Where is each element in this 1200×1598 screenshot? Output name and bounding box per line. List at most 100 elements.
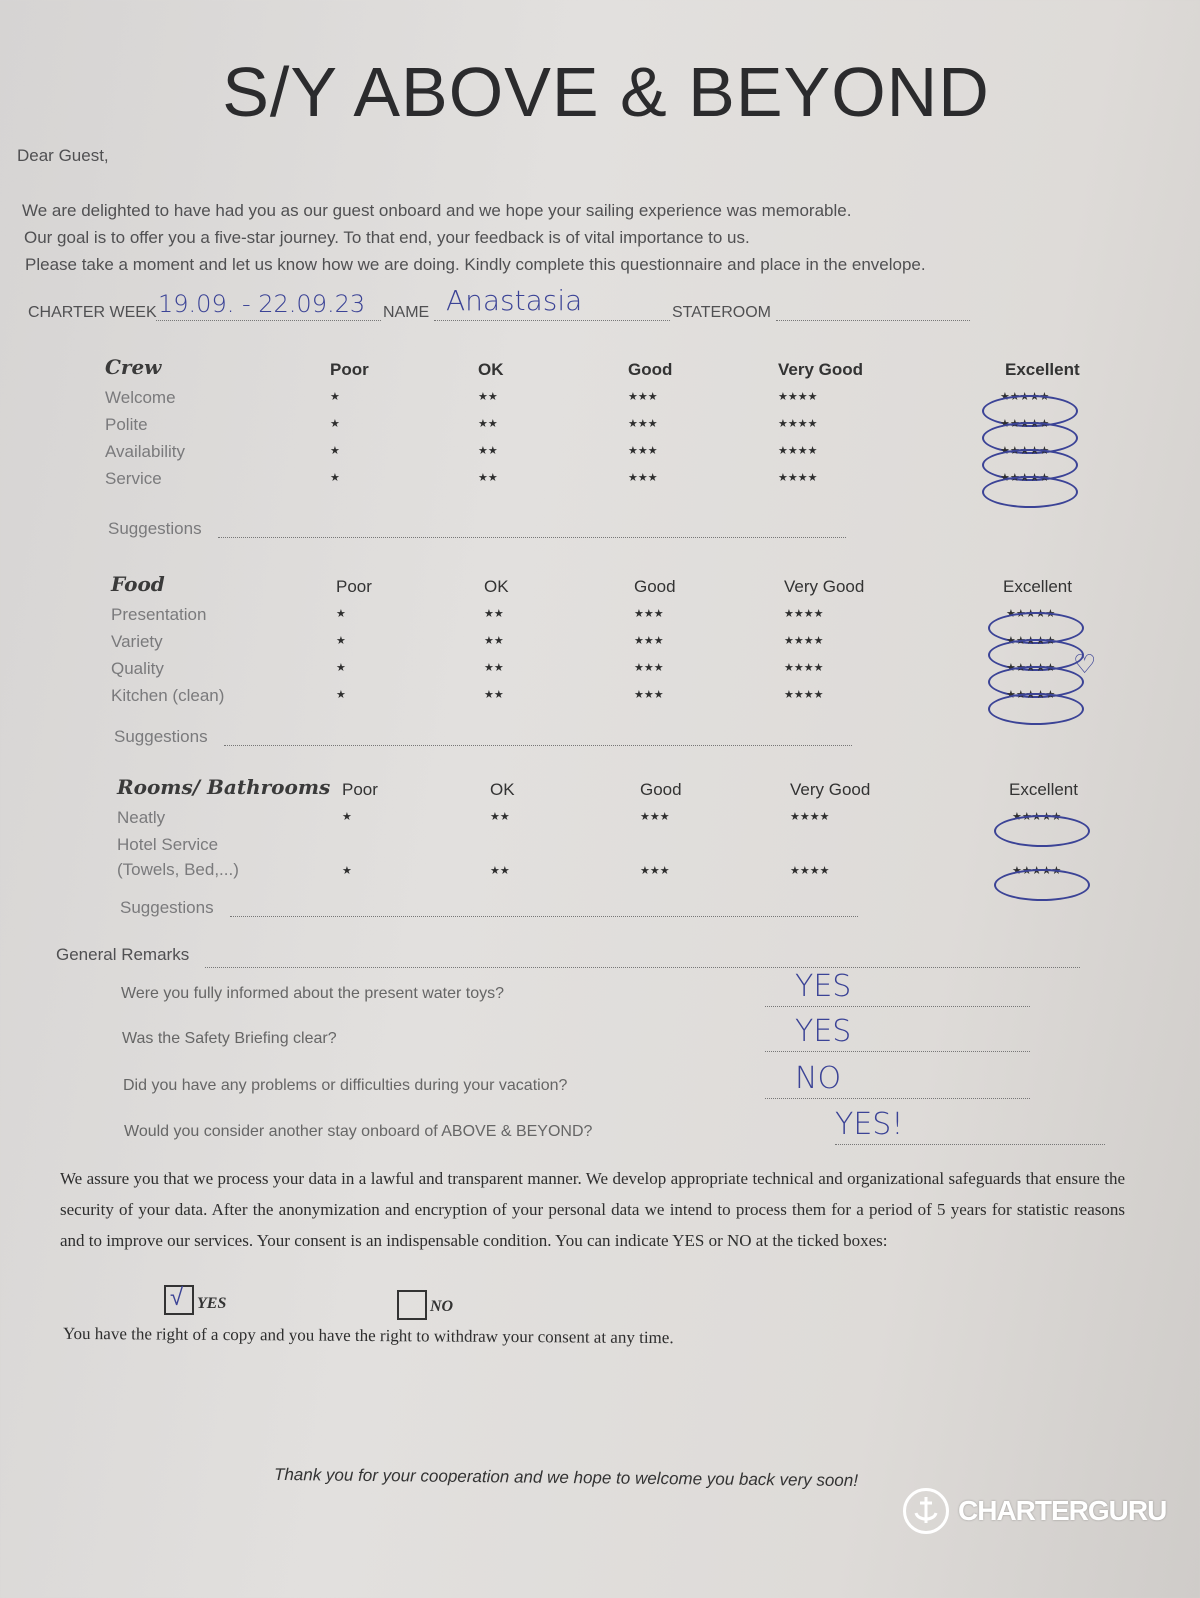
rating-option-4-stars[interactable]: ★★★★ xyxy=(784,689,824,701)
general-remarks-field[interactable] xyxy=(205,955,1080,968)
rating-option-5-stars[interactable]: ★★★★★ xyxy=(988,607,1084,644)
rating-label: Kitchen (clean) xyxy=(111,686,225,705)
rating-option-1-stars[interactable]: ★ xyxy=(330,445,340,457)
rating-option-4-stars[interactable]: ★★★★ xyxy=(784,635,824,647)
rating-option-5-stars[interactable]: ★★★★★ xyxy=(982,390,1078,427)
suggestions-field[interactable] xyxy=(224,737,852,746)
rating-option-1-stars[interactable]: ★ xyxy=(330,418,340,430)
rating-option-5-stars[interactable]: ★★★★★ xyxy=(982,471,1078,508)
rating-option-3-stars[interactable]: ★★★ xyxy=(640,865,670,877)
name-field[interactable]: Anastasia xyxy=(434,284,670,321)
rating-option-3-stars[interactable]: ★★★ xyxy=(628,391,658,403)
rating-option-4-stars[interactable]: ★★★★ xyxy=(778,472,818,484)
rating-option-3-stars[interactable]: ★★★ xyxy=(634,608,664,620)
rating-option-3-stars[interactable]: ★★★ xyxy=(634,689,664,701)
rating-option-3-stars[interactable]: ★★★ xyxy=(628,418,658,430)
rating-option-4-stars[interactable]: ★★★★ xyxy=(790,811,830,823)
rating-label: Polite xyxy=(105,415,148,434)
charter-week-label: CHARTER WEEK xyxy=(28,304,157,321)
rating-option-5-stars[interactable]: ★★★★★ xyxy=(988,688,1084,725)
suggestions-field[interactable] xyxy=(230,908,858,917)
intro-line: Please take a moment and let us know how… xyxy=(25,255,926,274)
answer-field[interactable]: YES xyxy=(765,1014,1030,1052)
column-header-very-good: Very Good xyxy=(784,577,865,596)
suggestions-field[interactable] xyxy=(218,529,846,538)
heart-icon: ♡ xyxy=(1073,650,1097,680)
rating-option-3-stars[interactable]: ★★★ xyxy=(640,811,670,823)
column-header-very-good: Very Good xyxy=(778,360,864,379)
rating-option-2-stars[interactable]: ★★ xyxy=(490,811,510,823)
column-header-good: Good xyxy=(628,360,673,379)
rating-option-1-stars[interactable]: ★ xyxy=(336,608,346,620)
intro-line: Our goal is to offer you a five-star jou… xyxy=(24,228,750,247)
rating-option-4-stars[interactable]: ★★★★ xyxy=(778,391,818,403)
rating-option-2-stars[interactable]: ★★ xyxy=(484,689,504,701)
greeting: Dear Guest, xyxy=(17,146,109,165)
rating-label: Service xyxy=(105,469,162,488)
column-header-poor: Poor xyxy=(330,360,369,379)
rating-option-2-stars[interactable]: ★★ xyxy=(478,445,498,457)
stateroom-field[interactable] xyxy=(776,300,970,321)
rating-option-3-stars[interactable]: ★★★ xyxy=(634,662,664,674)
rating-option-5-stars[interactable]: ★★★★★ xyxy=(982,417,1078,454)
selected-circle xyxy=(994,815,1090,847)
charter-week-field[interactable]: 19.09. - 22.09.23 xyxy=(156,290,381,321)
rating-label: Welcome xyxy=(105,388,176,407)
thank-you-text: Thank you for your cooperation and we ho… xyxy=(273,1464,859,1491)
stateroom-label: STATEROOM xyxy=(672,304,771,321)
answer-field[interactable]: YES xyxy=(765,969,1030,1007)
rating-option-5-stars[interactable]: ★★★★★ xyxy=(982,444,1078,481)
rating-option-2-stars[interactable]: ★★ xyxy=(484,635,504,647)
column-header-excellent: Excellent xyxy=(1003,577,1072,596)
consent-yes-label: YES xyxy=(197,1295,227,1312)
rating-option-5-stars[interactable]: ★★★★★ xyxy=(994,810,1090,847)
rating-option-4-stars[interactable]: ★★★★ xyxy=(778,445,818,457)
rating-option-1-stars[interactable]: ★ xyxy=(342,811,352,823)
rating-option-1-stars[interactable]: ★ xyxy=(330,391,340,403)
selected-circle xyxy=(982,476,1078,508)
column-header-ok: OK xyxy=(478,360,504,379)
answer-field[interactable]: NO xyxy=(765,1061,1030,1099)
rating-option-4-stars[interactable]: ★★★★ xyxy=(784,608,824,620)
column-header-ok: OK xyxy=(490,780,515,799)
rating-option-4-stars[interactable]: ★★★★ xyxy=(778,418,818,430)
rating-option-3-stars[interactable]: ★★★ xyxy=(628,445,658,457)
selected-circle xyxy=(994,869,1090,901)
rating-label: Presentation xyxy=(111,605,207,624)
intro-line: We are delighted to have had you as our … xyxy=(22,201,852,220)
rating-option-5-stars[interactable]: ★★★★★ xyxy=(994,864,1090,901)
consent-yes-checkbox[interactable]: √ xyxy=(164,1283,194,1315)
rating-option-3-stars[interactable]: ★★★ xyxy=(634,635,664,647)
rating-option-1-stars[interactable]: ★ xyxy=(336,662,346,674)
rating-option-2-stars[interactable]: ★★ xyxy=(484,608,504,620)
answer-value: YES! xyxy=(835,1107,904,1142)
rating-option-4-stars[interactable]: ★★★★ xyxy=(790,865,830,877)
answer-value: YES xyxy=(795,1014,852,1049)
rating-option-3-stars[interactable]: ★★★ xyxy=(628,472,658,484)
section-title: Crew xyxy=(105,355,162,379)
section-title: Rooms/ Bathrooms xyxy=(117,775,331,799)
rating-option-1-stars[interactable]: ★ xyxy=(336,689,346,701)
privacy-text: We assure you that we process your data … xyxy=(60,1169,1125,1250)
rating-option-2-stars[interactable]: ★★ xyxy=(478,472,498,484)
check-mark-icon: √ xyxy=(170,1283,184,1311)
rating-option-2-stars[interactable]: ★★ xyxy=(484,662,504,674)
rating-option-1-stars[interactable]: ★ xyxy=(336,635,346,647)
rating-option-4-stars[interactable]: ★★★★ xyxy=(784,662,824,674)
consent-no-checkbox[interactable] xyxy=(397,1290,427,1320)
rating-option-5-stars[interactable]: ★★★★★ xyxy=(988,634,1084,671)
rating-label: Availability xyxy=(105,442,186,461)
answer-value: NO xyxy=(795,1061,842,1096)
general-remarks-label: General Remarks xyxy=(56,945,190,964)
answer-field[interactable]: YES! xyxy=(835,1107,1105,1145)
question-text: Did you have any problems or difficultie… xyxy=(123,1077,568,1094)
rating-option-2-stars[interactable]: ★★ xyxy=(478,391,498,403)
rating-option-2-stars[interactable]: ★★ xyxy=(490,865,510,877)
rating-option-2-stars[interactable]: ★★ xyxy=(478,418,498,430)
column-header-ok: OK xyxy=(484,577,509,596)
rating-option-1-stars[interactable]: ★ xyxy=(342,865,352,877)
rating-option-5-stars[interactable]: ★★★★★ xyxy=(988,661,1084,698)
column-header-excellent: Excellent xyxy=(1009,780,1078,799)
question-text: Would you consider another stay onboard … xyxy=(124,1123,593,1140)
rating-option-1-stars[interactable]: ★ xyxy=(330,472,340,484)
